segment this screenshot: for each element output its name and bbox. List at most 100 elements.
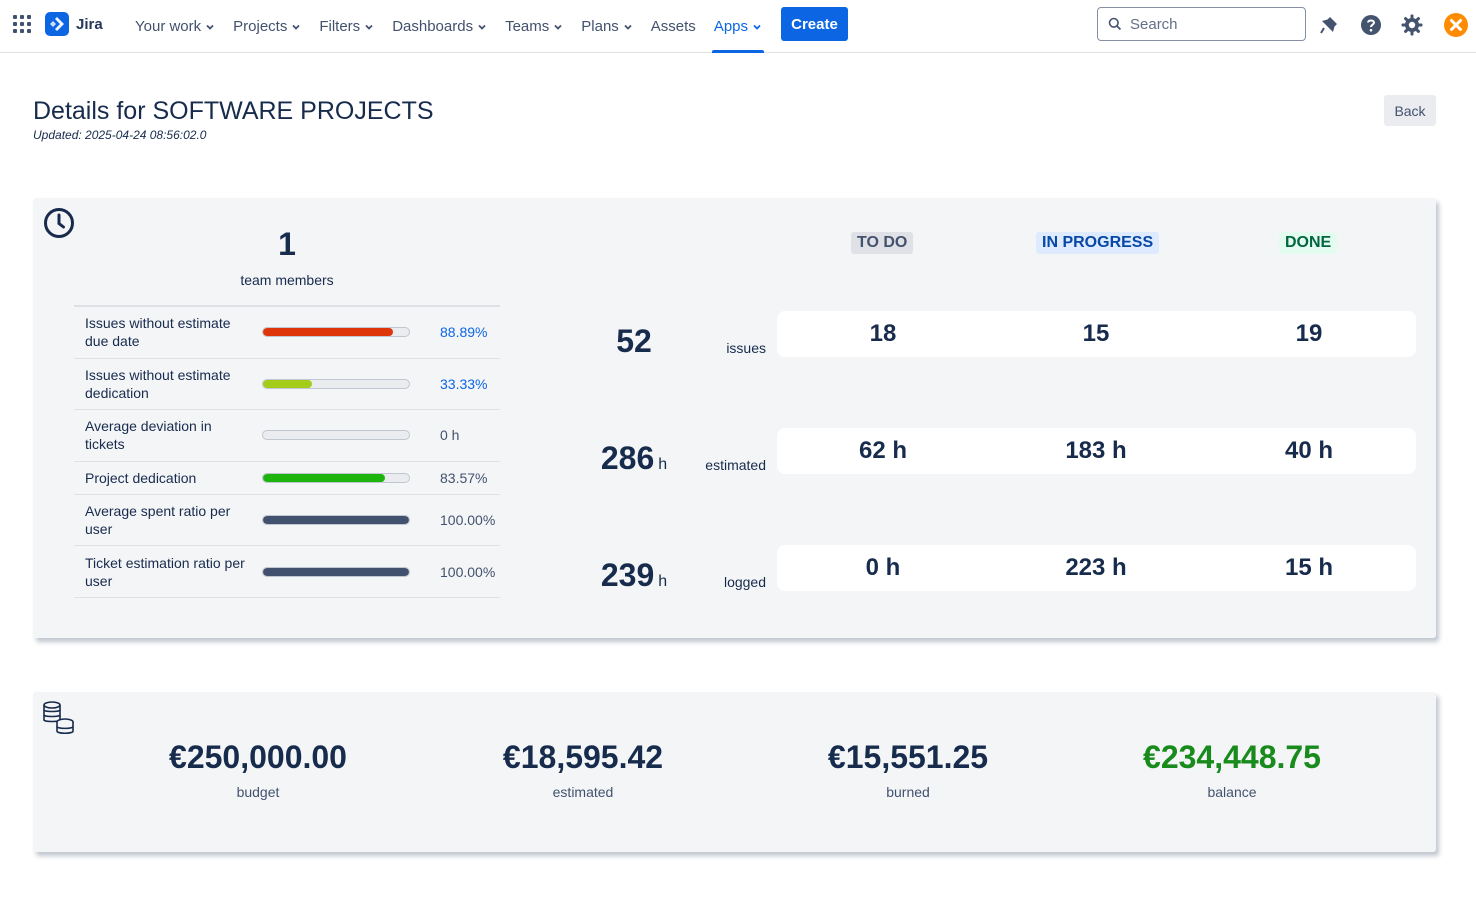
app-switcher-icon[interactable]	[13, 15, 31, 33]
notifications-icon[interactable]	[1317, 13, 1341, 37]
progress-fill	[263, 328, 393, 337]
metric-value-link[interactable]: 88.89%	[440, 324, 488, 341]
summary-row-estimated: 286 h estimated 62 h 183 h 40 h	[574, 428, 1416, 477]
budget-card: €250,000.00 budget €18,595.42 estimated …	[33, 692, 1436, 852]
metric-label: Project dedication	[85, 469, 197, 486]
chevron-down-icon	[624, 24, 632, 30]
nav-projects-label: Projects	[233, 18, 288, 35]
burned-value: €15,551.25	[827, 739, 989, 775]
metric-row: Issues without estimate dedication 33.33…	[74, 359, 500, 411]
nav-assets[interactable]: Assets	[642, 0, 705, 53]
coins-icon	[43, 701, 74, 735]
burned-stat: €15,551.25 burned	[758, 739, 1058, 800]
metric-row: Average deviation in tickets 0 h	[74, 410, 500, 462]
nav-apps[interactable]: Apps	[705, 0, 771, 53]
in-progress-value: 183 h	[1065, 437, 1127, 464]
done-value: 15 h	[1284, 554, 1334, 581]
metric-row: Average spent ratio per user 100.00%	[74, 495, 500, 547]
status-values-pill: 18 15 19	[777, 311, 1416, 357]
settings-icon[interactable]	[1400, 13, 1424, 37]
nav-teams[interactable]: Teams	[496, 0, 572, 53]
burned-label: burned	[886, 784, 930, 800]
team-members-label: team members	[240, 272, 334, 288]
search-field[interactable]	[1097, 7, 1306, 41]
metric-value: 0 h	[440, 427, 460, 444]
done-value: 40 h	[1284, 437, 1334, 464]
chevron-down-icon	[478, 24, 486, 30]
metric-row: Project dedication 83.57%	[74, 462, 500, 495]
total-logged: 239 h	[574, 557, 694, 594]
search-input[interactable]	[1130, 15, 1290, 33]
search-icon	[1108, 17, 1122, 31]
balance-stat: €234,448.75 balance	[1082, 739, 1382, 800]
unit-label: h	[658, 573, 668, 590]
metric-label: Average spent ratio per user	[85, 503, 231, 538]
status-in-progress-lozenge: IN PROGRESS	[1036, 232, 1160, 254]
estimated-cost-value: €18,595.42	[502, 739, 664, 775]
balance-value: €234,448.75	[1143, 739, 1321, 775]
jira-logo-icon	[45, 12, 69, 36]
estimated-cost-stat: €18,595.42 estimated	[433, 739, 733, 800]
progress-fill	[263, 567, 409, 576]
back-button[interactable]: Back	[1384, 95, 1436, 126]
chevron-down-icon	[292, 24, 300, 30]
row-label: logged	[723, 574, 766, 590]
todo-value: 62 h	[858, 437, 908, 464]
metric-row: Issues without estimate due date 88.89%	[74, 307, 500, 359]
progress-fill	[263, 379, 312, 388]
chevron-down-icon	[365, 24, 373, 30]
progress-fill	[263, 473, 385, 482]
todo-value: 18	[869, 320, 897, 347]
row-label: issues	[726, 340, 766, 356]
status-values-pill: 0 h 223 h 15 h	[777, 545, 1416, 591]
create-button[interactable]: Create	[781, 7, 848, 41]
jira-logo-text: Jira	[76, 15, 103, 33]
budget-value: €250,000.00	[169, 739, 347, 775]
metric-label: Average deviation in tickets	[85, 418, 212, 453]
main-menu: Your work Projects Filters Dashboards Te…	[126, 0, 771, 53]
top-navigation: Jira Your work Projects Filters Dashboar…	[0, 0, 1476, 53]
progress-bar	[262, 327, 410, 338]
in-progress-value: 223 h	[1065, 554, 1127, 581]
chevron-down-icon	[206, 24, 214, 30]
progress-bar	[262, 515, 410, 526]
updated-timestamp: Updated: 2025-04-24 08:56:02.0	[33, 128, 207, 142]
total-value: 286	[600, 440, 655, 476]
nav-projects[interactable]: Projects	[224, 0, 310, 53]
status-todo-lozenge: TO DO	[851, 232, 914, 254]
in-progress-value: 15	[1082, 320, 1110, 347]
metric-label: Ticket estimation ratio per user	[85, 554, 245, 589]
progress-bar	[262, 378, 410, 389]
nav-assets-label: Assets	[650, 18, 696, 35]
metric-label: Issues without estimate due date	[85, 315, 231, 350]
nav-dashboards[interactable]: Dashboards	[383, 0, 496, 53]
status-done-lozenge: DONE	[1279, 232, 1338, 254]
nav-filters[interactable]: Filters	[310, 0, 383, 53]
budget-stat: €250,000.00 budget	[108, 739, 408, 800]
metric-value-link[interactable]: 33.33%	[440, 375, 488, 392]
progress-fill	[263, 516, 409, 525]
page-title: Details for SOFTWARE PROJECTS	[33, 97, 434, 125]
metric-value: 100.00%	[440, 512, 496, 529]
budget-label: budget	[236, 784, 280, 800]
nav-filters-label: Filters	[319, 18, 361, 35]
todo-value: 0 h	[865, 554, 901, 581]
status-values-pill: 62 h 183 h 40 h	[777, 428, 1416, 474]
done-value: 19	[1295, 320, 1323, 347]
nav-teams-label: Teams	[505, 18, 550, 35]
total-value: 52	[616, 323, 652, 359]
help-icon[interactable]	[1359, 13, 1383, 37]
nav-apps-label: Apps	[713, 18, 749, 35]
nav-plans[interactable]: Plans	[572, 0, 642, 53]
jira-logo[interactable]: Jira	[45, 12, 103, 36]
nav-your-work[interactable]: Your work	[126, 0, 224, 53]
balance-label: balance	[1207, 784, 1257, 800]
total-estimated: 286 h	[574, 440, 694, 477]
estimated-cost-label: estimated	[552, 784, 614, 800]
nav-your-work-label: Your work	[135, 18, 202, 35]
total-value: 239	[600, 557, 655, 593]
chevron-down-icon	[753, 24, 761, 30]
profile-avatar[interactable]	[1444, 13, 1468, 37]
team-members-count: 1	[278, 226, 296, 262]
progress-bar	[262, 472, 410, 483]
